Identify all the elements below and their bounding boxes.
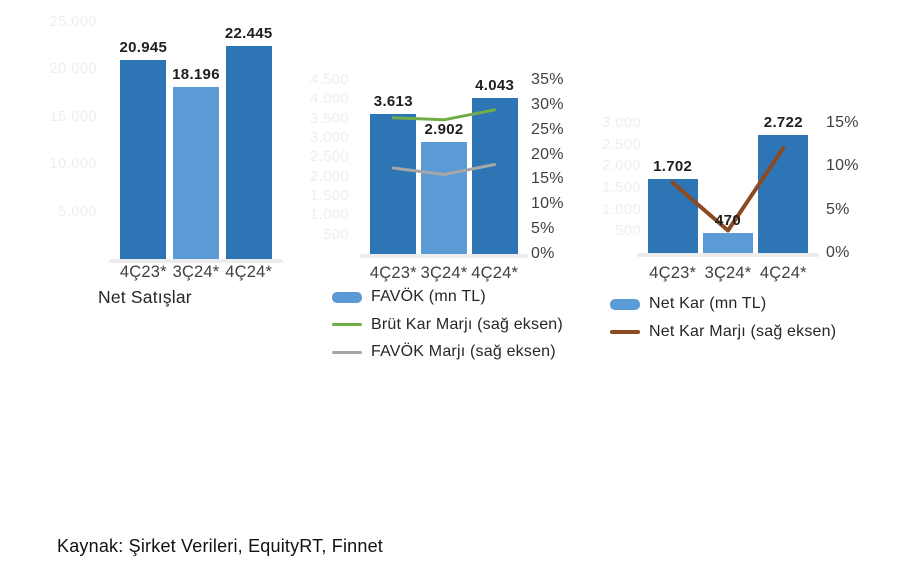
right-axis-tick: 35% [531, 71, 564, 88]
legend-label: Net Kar Marjı (sağ eksen) [649, 323, 837, 340]
left-axis-tick: 10.000 [49, 155, 97, 173]
legend-item: Net Kar Marjı (sağ eksen) [610, 323, 836, 341]
legend-label: FAVÖK Marjı (sağ eksen) [371, 343, 556, 360]
x-tick-label: 4Ç24* [225, 263, 273, 281]
left-axis-tick: 25.000 [49, 13, 97, 30]
left-axis-tick: 4.000 [309, 90, 349, 108]
legend-bar-swatch [610, 298, 640, 310]
bar-value-label: 18.196 [172, 65, 220, 83]
x-tick-label: 4Ç24* [471, 264, 519, 282]
bar-value-label: 2.902 [424, 120, 464, 138]
bar [758, 135, 809, 253]
legend-label: FAVÖK (mn TL) [371, 288, 486, 305]
bar-value-label: 1.702 [653, 158, 693, 176]
left-axis-tick: 500 [323, 225, 349, 243]
right-axis-tick: 15% [531, 170, 564, 188]
legend-bar-swatch [332, 291, 362, 303]
right-axis-tick: 0% [826, 244, 850, 261]
legend-line-swatch [332, 323, 362, 326]
legend-line-swatch [332, 350, 362, 354]
legend-label: Brüt Kar Marjı (sağ eksen) [371, 315, 563, 333]
legend-line-swatch [610, 330, 640, 334]
left-axis-tick: 3.000 [309, 129, 349, 146]
left-axis-tick: 1.000 [601, 200, 641, 218]
left-axis-tick: 2.500 [309, 148, 349, 166]
bar-value-label: 20.945 [119, 39, 168, 57]
x-tick-label: 4Ç24* [759, 264, 807, 282]
x-tick-label: 4Ç23* [119, 263, 167, 281]
left-axis-tick: 3.500 [309, 109, 349, 127]
legend-item: Brüt Kar Marjı (sağ eksen) [332, 316, 563, 334]
left-axis-tick: 3.000 [601, 114, 641, 131]
right-axis-tick: 5% [531, 220, 555, 238]
left-axis-tick: 5.000 [57, 202, 97, 220]
x-tick-label: 4Ç23* [369, 264, 417, 282]
right-axis-tick: 20% [531, 145, 564, 163]
right-axis-tick: 10% [826, 157, 859, 175]
legend-item: FAVÖK Marjı (sağ eksen) [332, 343, 556, 361]
left-axis-tick: 2.500 [601, 135, 641, 153]
source-note: Kaynak: Şirket Verileri, EquityRT, Finne… [57, 536, 384, 556]
left-axis-tick: 1.000 [309, 206, 349, 224]
left-axis-tick: 2.000 [309, 167, 349, 185]
left-axis-tick: 20.000 [49, 60, 97, 78]
bar [120, 60, 167, 259]
legend-label: Net Kar (mn TL) [649, 295, 767, 312]
net-satislar-chart-title: Net Satışlar [98, 287, 192, 307]
right-axis-tick: 5% [826, 200, 850, 218]
left-axis-tick: 2.000 [601, 157, 641, 175]
x-axis-line [637, 253, 819, 257]
bar-value-label: 22.445 [224, 25, 273, 43]
x-tick-label: 3Ç24* [704, 264, 752, 282]
bar-value-label: 3.613 [373, 93, 413, 111]
bar [421, 141, 467, 254]
x-axis-line [109, 259, 283, 263]
left-axis-tick: 1.500 [309, 187, 349, 204]
x-tick-label: 3Ç24* [420, 264, 468, 282]
bar [703, 232, 753, 253]
bar-value-label: 2.722 [763, 114, 803, 132]
bar [173, 86, 219, 259]
left-axis-tick: 1.500 [601, 179, 641, 196]
legend-item: FAVÖK (mn TL) [332, 288, 486, 306]
x-axis-line [360, 254, 528, 258]
right-axis-tick: 15% [826, 114, 859, 131]
left-axis-tick: 15.000 [49, 107, 97, 125]
x-tick-label: 4Ç23* [649, 264, 697, 282]
legend-item: Net Kar (mn TL) [610, 295, 766, 313]
bar [225, 46, 272, 259]
bar-value-label: 4.043 [475, 76, 515, 94]
left-axis-tick: 500 [615, 222, 641, 240]
right-axis-tick: 0% [531, 245, 555, 262]
left-axis-tick: 4.500 [309, 71, 349, 88]
bar-value-label: 470 [715, 211, 741, 229]
right-axis-tick: 25% [531, 120, 564, 138]
right-axis-tick: 30% [531, 95, 564, 113]
right-axis-tick: 10% [531, 195, 564, 213]
bar [370, 114, 417, 254]
x-tick-label: 3Ç24* [172, 263, 220, 281]
